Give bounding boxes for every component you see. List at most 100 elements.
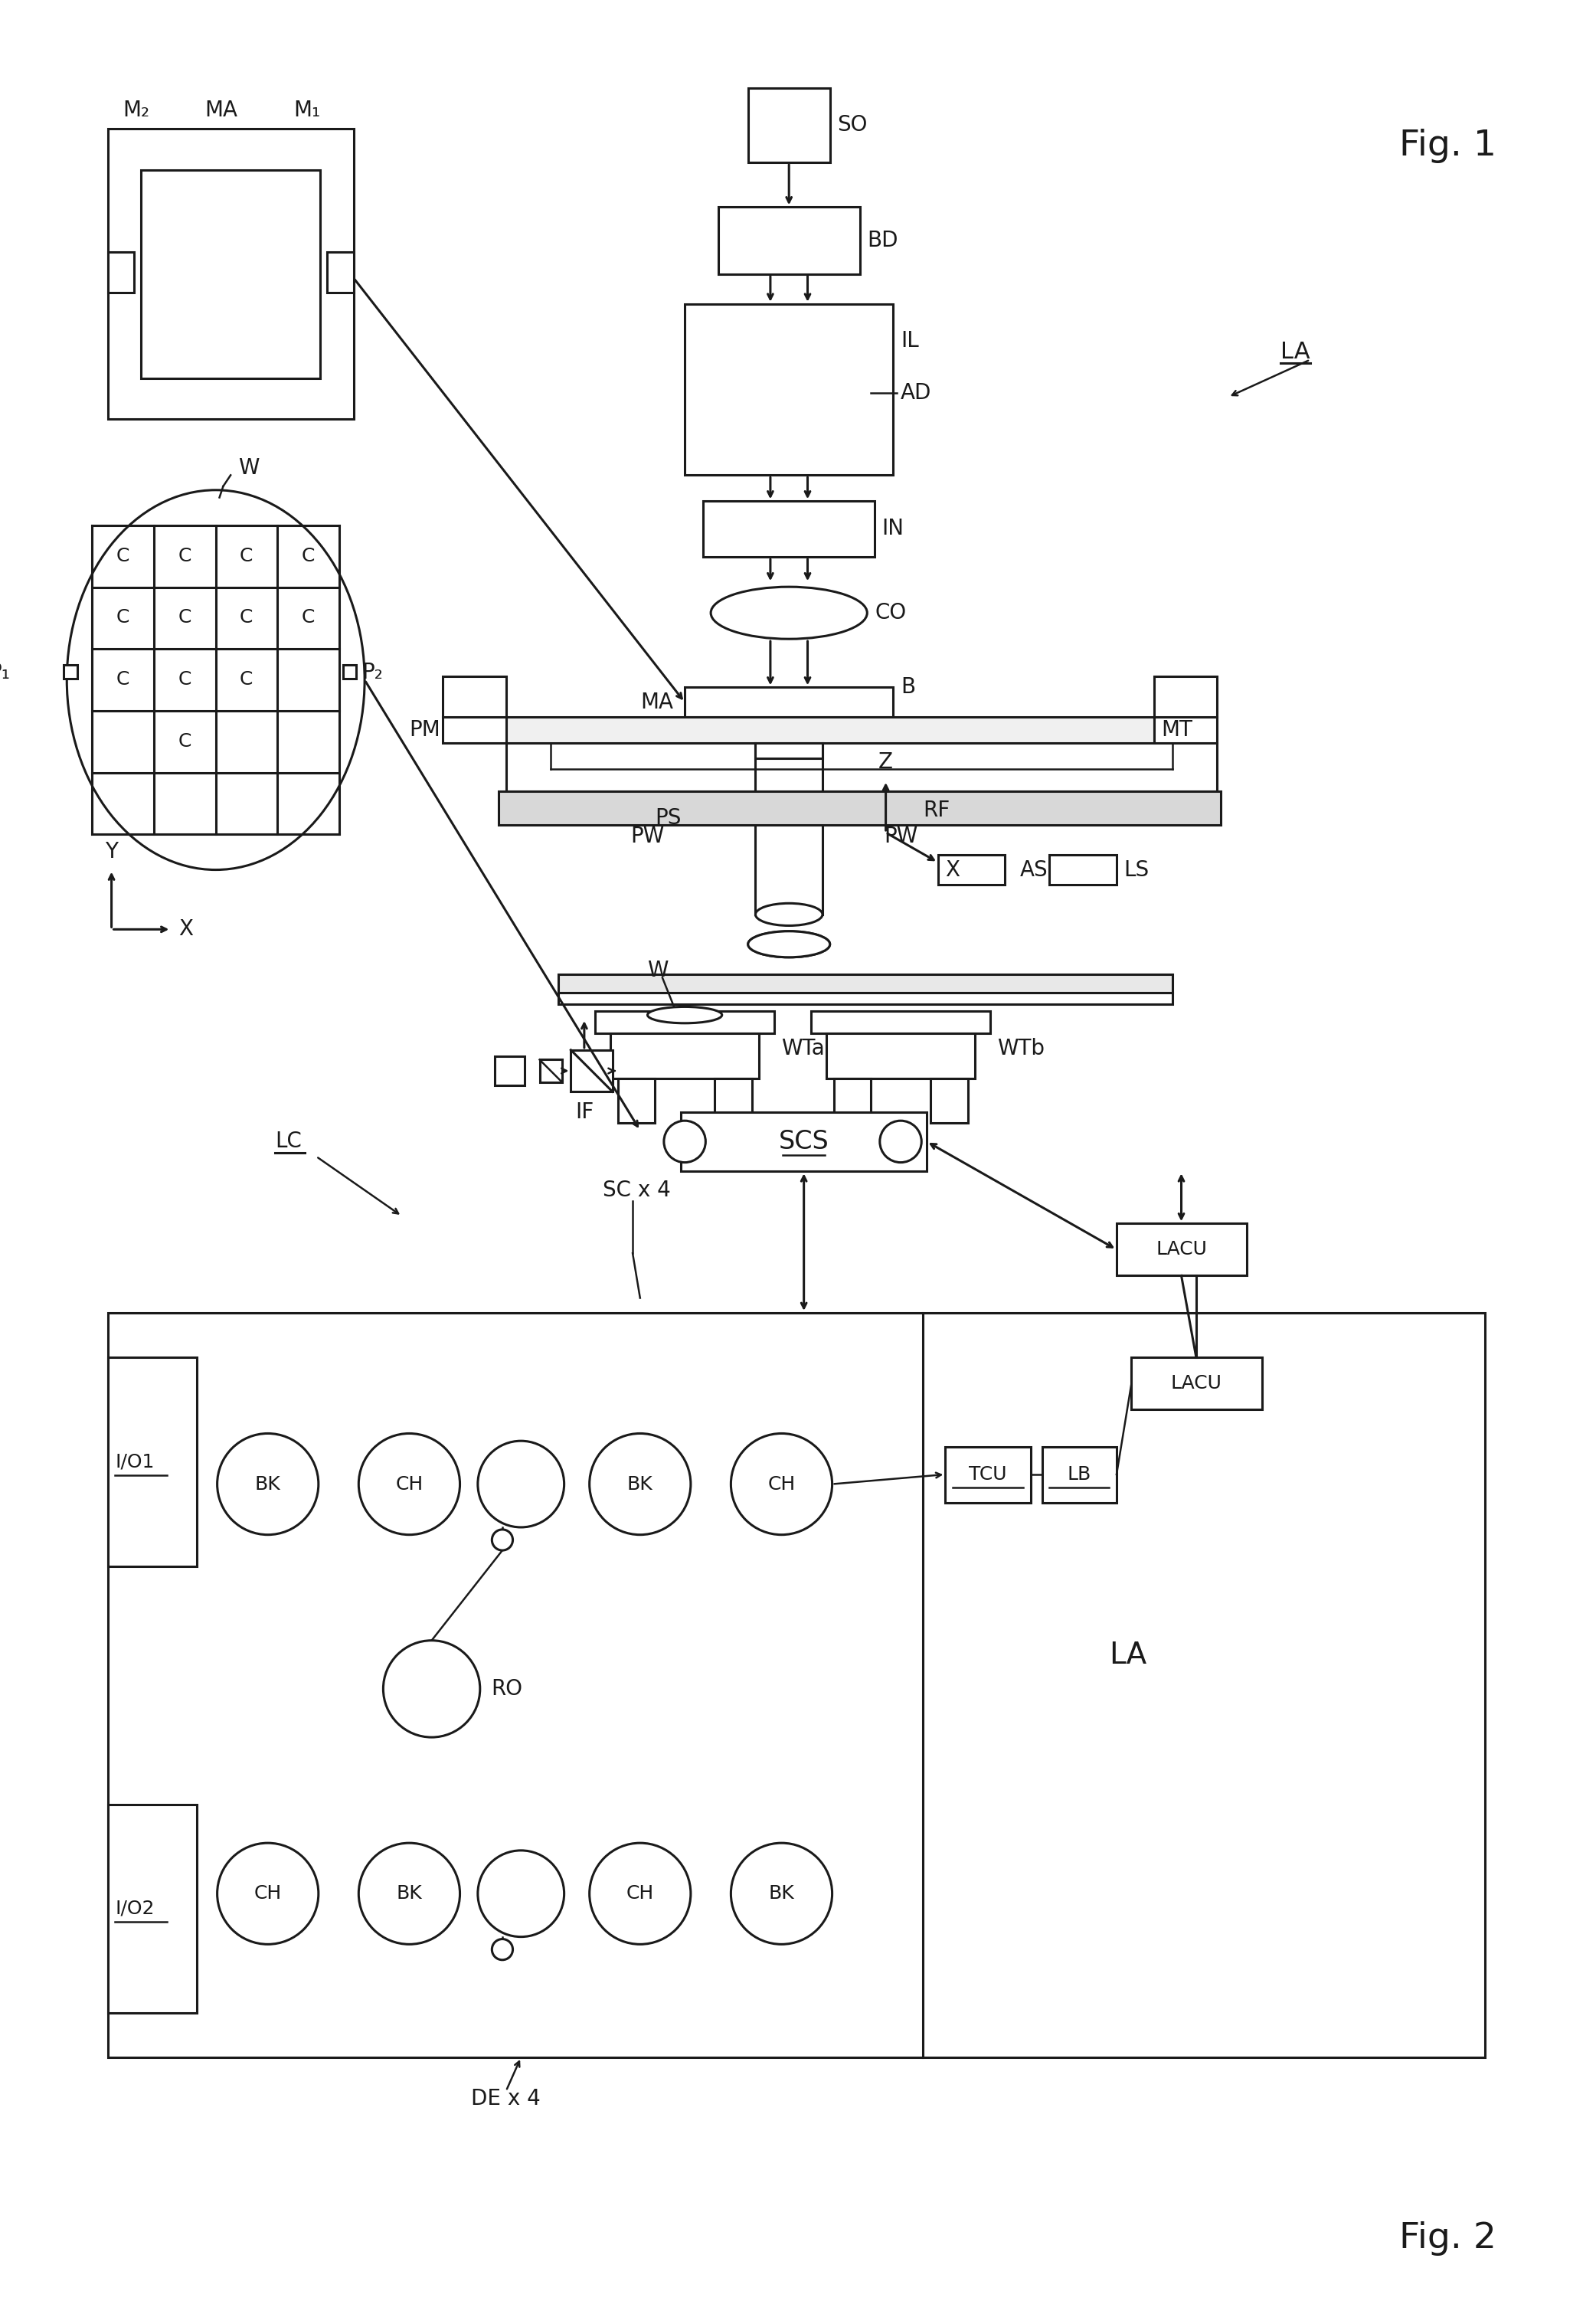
Text: W: W	[648, 958, 669, 982]
Bar	[559, 993, 1173, 1005]
Text: B: B	[900, 677, 915, 698]
Circle shape	[492, 1530, 512, 1551]
Text: PS: PS	[654, 806, 681, 829]
Text: LB: LB	[1068, 1465, 1092, 1484]
Ellipse shape	[749, 931, 830, 956]
Text: C: C	[239, 546, 252, 564]
Text: CH: CH	[396, 1475, 423, 1493]
Text: LACU: LACU	[1170, 1375, 1223, 1392]
Bar	[749, 88, 830, 161]
Text: BK: BK	[627, 1475, 653, 1493]
Text: M₁: M₁	[294, 99, 321, 122]
Ellipse shape	[749, 931, 830, 956]
Bar	[109, 1357, 196, 1567]
Bar	[559, 975, 1173, 993]
Text: P₂: P₂	[362, 661, 383, 684]
Text: I/O1: I/O1	[115, 1452, 155, 1470]
Bar	[109, 1313, 1484, 2057]
Bar	[704, 502, 875, 558]
Circle shape	[664, 1120, 705, 1164]
Text: C: C	[117, 608, 129, 627]
Text: P₁: P₁	[0, 661, 10, 684]
Text: C: C	[177, 670, 192, 689]
Bar	[343, 666, 356, 677]
Text: TCU: TCU	[969, 1465, 1007, 1484]
Bar	[1154, 675, 1218, 717]
Circle shape	[359, 1843, 460, 1945]
Text: CH: CH	[768, 1475, 795, 1493]
Text: MA: MA	[640, 691, 674, 712]
Circle shape	[589, 1433, 691, 1534]
Text: RF: RF	[922, 799, 950, 820]
Text: AS: AS	[1020, 859, 1049, 880]
Text: BK: BK	[255, 1475, 281, 1493]
Bar	[327, 251, 353, 293]
Bar	[506, 717, 1154, 744]
Bar	[498, 793, 1221, 825]
Text: SC x 4: SC x 4	[603, 1180, 670, 1200]
Text: WTb: WTb	[998, 1037, 1045, 1060]
Bar	[945, 1447, 1031, 1502]
Text: M₂: M₂	[123, 99, 150, 122]
Bar	[938, 855, 1005, 885]
Circle shape	[359, 1433, 460, 1534]
Text: AD: AD	[900, 382, 932, 403]
Text: RO: RO	[492, 1677, 522, 1700]
Bar	[618, 1078, 654, 1122]
Text: PW: PW	[630, 825, 664, 848]
Circle shape	[731, 1843, 832, 1945]
Bar	[142, 170, 319, 378]
Text: LACU: LACU	[1156, 1240, 1207, 1258]
Bar	[827, 1034, 975, 1078]
Text: CO: CO	[875, 601, 907, 624]
Text: X: X	[945, 859, 959, 880]
Text: PM: PM	[409, 719, 440, 740]
Text: I/O2: I/O2	[115, 1898, 155, 1917]
Bar	[811, 1011, 990, 1034]
Circle shape	[383, 1640, 480, 1737]
Text: IF: IF	[575, 1101, 594, 1122]
Text: PW: PW	[884, 825, 918, 848]
Text: Fig. 1: Fig. 1	[1400, 129, 1497, 164]
Ellipse shape	[755, 903, 822, 926]
Bar	[1117, 1223, 1246, 1276]
Bar	[1132, 1357, 1262, 1410]
Bar	[109, 251, 134, 293]
Circle shape	[217, 1433, 319, 1534]
Bar	[685, 304, 894, 475]
Bar	[109, 129, 353, 419]
Bar	[109, 1804, 196, 2014]
Text: X: X	[179, 919, 193, 940]
Bar	[495, 1055, 525, 1085]
Bar	[1050, 855, 1117, 885]
Bar	[681, 1113, 927, 1170]
Ellipse shape	[648, 1007, 721, 1023]
Bar	[755, 744, 822, 758]
Text: C: C	[177, 608, 192, 627]
Text: LA: LA	[1280, 341, 1310, 364]
Circle shape	[477, 1440, 563, 1528]
Text: LA: LA	[1109, 1640, 1148, 1670]
Text: WTa: WTa	[782, 1037, 825, 1060]
Circle shape	[879, 1120, 921, 1164]
Text: Z: Z	[878, 751, 894, 774]
Text: C: C	[117, 546, 129, 564]
Bar	[1042, 1447, 1117, 1502]
Circle shape	[217, 1843, 319, 1945]
Text: C: C	[177, 733, 192, 751]
Bar	[715, 1078, 752, 1122]
Text: MA: MA	[204, 99, 238, 122]
Bar	[718, 207, 860, 274]
Bar	[1154, 717, 1218, 744]
Text: IL: IL	[900, 329, 919, 353]
Text: C: C	[239, 670, 252, 689]
Text: LS: LS	[1124, 859, 1149, 880]
Text: CH: CH	[254, 1885, 282, 1903]
Bar	[571, 1051, 613, 1092]
Bar	[595, 1011, 774, 1034]
Text: C: C	[302, 546, 314, 564]
Text: C: C	[239, 608, 252, 627]
Text: IN: IN	[883, 518, 905, 539]
Bar	[930, 1078, 967, 1122]
Text: CH: CH	[626, 1885, 654, 1903]
